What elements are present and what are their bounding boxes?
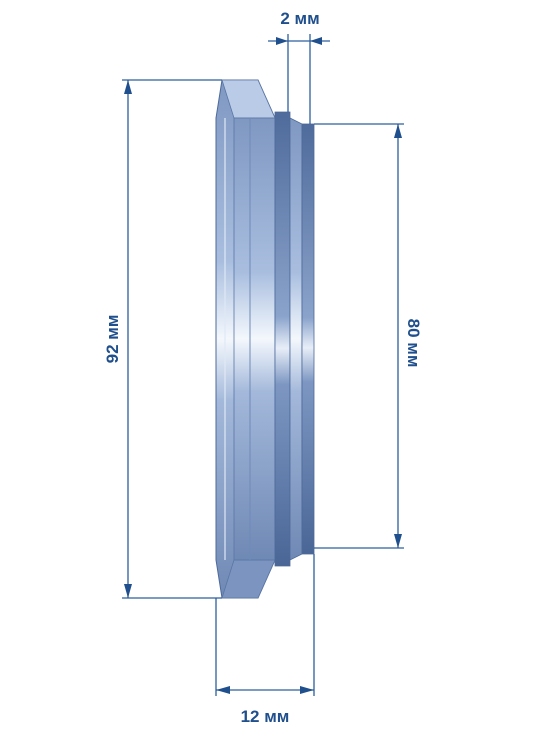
dim-label-inner-diameter: 80 мм: [404, 319, 423, 368]
dimension-top-gap: 2 мм: [268, 9, 330, 124]
dim-label-top-gap: 2 мм: [280, 9, 319, 28]
ring-flange-band: [233, 117, 276, 561]
ring-groove: [274, 111, 291, 567]
seal-ring: [215, 79, 315, 599]
dimension-outer-diameter: 92 мм: [103, 79, 222, 599]
dimension-width: 12 мм: [215, 554, 315, 726]
dim-label-outer-diameter: 92 мм: [103, 315, 122, 364]
ring-inner-sleeve: [301, 123, 315, 555]
dimension-inner-diameter: 80 мм: [314, 123, 423, 549]
ring-neck: [289, 117, 303, 561]
dim-label-width: 12 мм: [241, 707, 290, 726]
